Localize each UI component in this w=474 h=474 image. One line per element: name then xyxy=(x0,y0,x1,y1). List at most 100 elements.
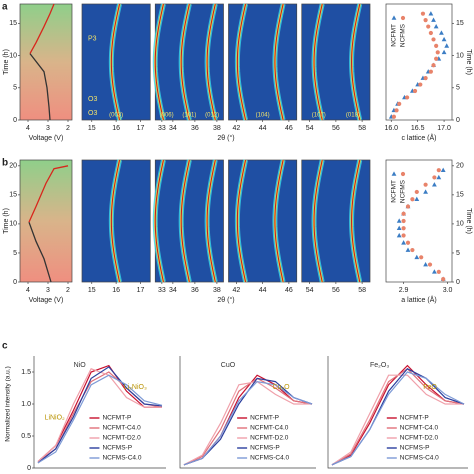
x-tick-label: 56 xyxy=(332,287,340,294)
x-axis-label: c lattice (Å) xyxy=(401,133,436,142)
ridge-core xyxy=(236,3,247,121)
x-tick-label: 3 xyxy=(46,125,50,132)
y-tick-label: 15 xyxy=(456,20,464,27)
annotation: LiNiO₂ xyxy=(45,414,66,421)
voltage-line xyxy=(29,3,55,54)
y-tick-label: 5 xyxy=(456,85,460,92)
x-tick-label: 2.9 xyxy=(399,287,409,294)
point xyxy=(405,95,410,100)
legend-label: NCFMS xyxy=(400,23,407,47)
point xyxy=(436,269,441,274)
x-tick-label: 34 xyxy=(169,287,177,294)
x-tick-label: 38 xyxy=(213,287,221,294)
x-tick-label: 17 xyxy=(137,125,145,132)
x-tick-label: 44 xyxy=(259,287,267,294)
x-tick-label: 16 xyxy=(112,125,120,132)
y-tick-label: 1.5 xyxy=(21,369,31,376)
point xyxy=(410,247,415,253)
x-tick-label: 16.5 xyxy=(411,125,425,132)
y-axis-label: Time (h) xyxy=(3,49,10,75)
x-tick-label: 2 xyxy=(66,287,70,294)
peak-label: (104) xyxy=(256,113,270,119)
point xyxy=(441,36,447,42)
point xyxy=(423,182,428,187)
ridge-core xyxy=(274,159,284,283)
legend-label: NCFMS-P xyxy=(250,445,280,452)
peak-label: (006) xyxy=(160,113,174,119)
y-tick-label: 10 xyxy=(456,52,464,59)
y-tick-label: 15 xyxy=(9,192,17,199)
ridge-core xyxy=(154,159,164,283)
spectrum-line xyxy=(183,374,313,466)
legend-label: NCFMS xyxy=(400,179,407,203)
point xyxy=(410,197,415,202)
point xyxy=(396,218,402,223)
spectrum-line xyxy=(37,366,163,464)
point xyxy=(444,43,450,48)
x-tick-label: 46 xyxy=(285,125,293,132)
x-axis-label: Voltage (V) xyxy=(29,297,64,304)
legend-label: NCFMT-D2.0 xyxy=(400,435,439,442)
panel-label: a xyxy=(2,2,8,13)
point xyxy=(394,108,399,113)
point xyxy=(436,168,441,173)
x-axis-label: a lattice (Å) xyxy=(401,295,436,304)
legend-label: NCFMT-P xyxy=(250,415,279,422)
point xyxy=(420,11,426,16)
ridge-core xyxy=(206,159,216,283)
point xyxy=(401,218,406,224)
axes xyxy=(179,356,316,469)
ridge-core xyxy=(313,159,323,283)
point xyxy=(414,254,420,260)
y-tick-label: 10 xyxy=(456,221,464,228)
x-axis-label: 2θ (°) xyxy=(217,134,234,142)
peak-label: (018) xyxy=(346,113,360,119)
ridge-core xyxy=(351,159,361,283)
ridge-core xyxy=(236,159,247,283)
point xyxy=(401,226,406,231)
y-tick-label: 0.5 xyxy=(21,433,31,440)
point xyxy=(441,49,447,55)
x-tick-label: 36 xyxy=(191,287,199,294)
voltage-line xyxy=(29,53,51,121)
legend-label: NCFMT-C4.0 xyxy=(400,425,439,432)
y-tick-label: 5 xyxy=(456,250,460,257)
legend-label: NCFMT-C4.0 xyxy=(250,425,289,432)
legend-label: NCFMT xyxy=(391,24,398,47)
ridge-core xyxy=(110,3,121,121)
y-tick-label: 0 xyxy=(27,465,31,472)
x-tick-label: 3.0 xyxy=(443,287,453,294)
annotation: Fe₂O₃ xyxy=(370,362,389,369)
y-tick-label: 1.0 xyxy=(21,401,31,408)
x-tick-label: 4 xyxy=(26,125,30,132)
y-tick-label: 0 xyxy=(456,279,460,286)
spectrum-line xyxy=(331,371,465,466)
point xyxy=(397,101,402,106)
annotation: FeO xyxy=(423,384,437,391)
x-tick-label: 33 xyxy=(158,287,166,294)
ridge-core xyxy=(274,3,284,121)
point xyxy=(423,189,428,194)
point xyxy=(432,175,437,180)
x-tick-label: 33 xyxy=(158,125,166,132)
point xyxy=(396,225,402,231)
panel-label: b xyxy=(2,158,8,169)
point xyxy=(435,50,440,55)
x-tick-label: 16 xyxy=(112,287,120,294)
legend-label: NCFMS-C4.0 xyxy=(102,455,141,462)
x-tick-label: 42 xyxy=(232,125,240,132)
voltage-background xyxy=(19,159,73,283)
voltage-line xyxy=(28,221,52,283)
y-tick-label: 20 xyxy=(456,163,464,170)
x-tick-label: 17.0 xyxy=(437,125,451,132)
spectrum-line xyxy=(183,380,313,466)
y-tick-label: 15 xyxy=(9,20,17,27)
point xyxy=(432,269,437,274)
point xyxy=(432,182,437,187)
y-axis-label: Time (h) xyxy=(465,208,472,234)
spectrum-line xyxy=(331,374,464,466)
ridge-core xyxy=(313,3,323,121)
point xyxy=(396,232,402,238)
point xyxy=(391,114,397,119)
